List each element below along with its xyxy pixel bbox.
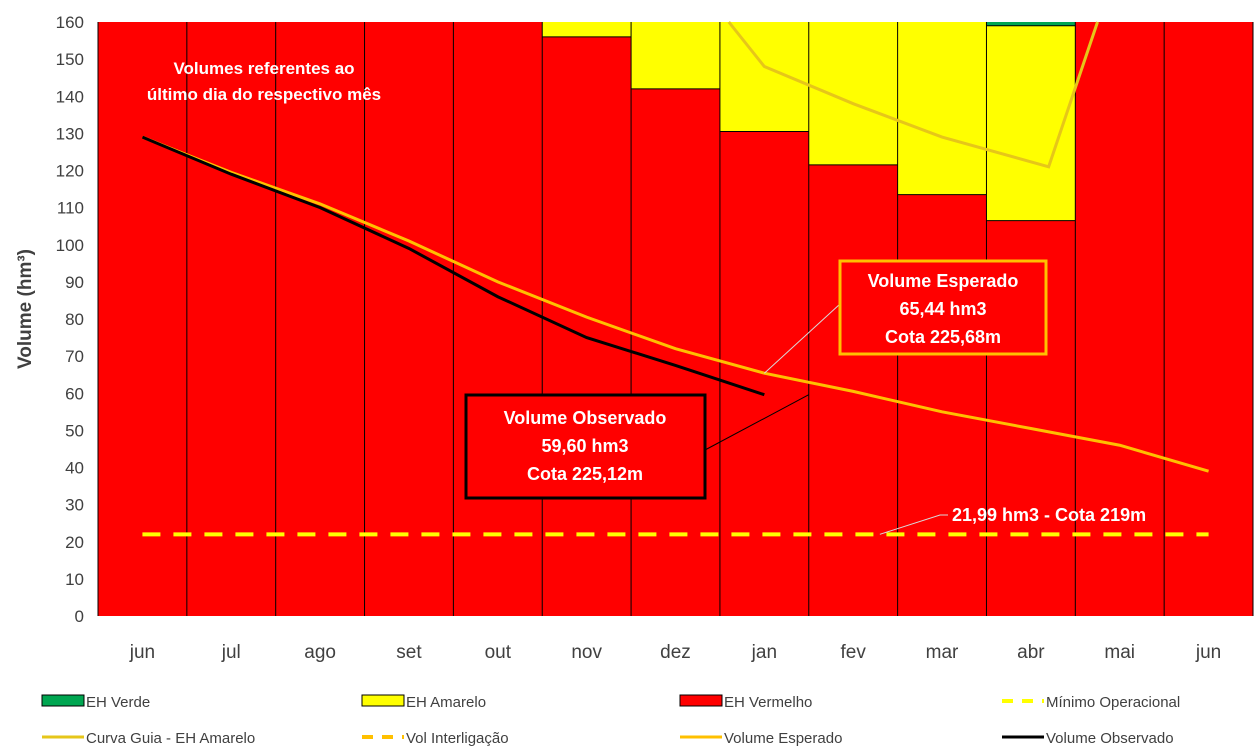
minimo-callout-label: 21,99 hm3 - Cota 219m <box>952 505 1146 525</box>
y-tick-label-16: 160 <box>56 13 84 32</box>
series-curva-guia <box>727 21 1099 169</box>
esperado-callout-box <box>838 259 1048 356</box>
band-eh-amarelo-9 <box>897 22 987 195</box>
esperado-callout-line-2: Cota 225,68m <box>885 327 1001 347</box>
band-eh-vermelho-3 <box>364 22 454 616</box>
note-line-0: Volumes referentes ao <box>173 59 354 78</box>
band-eh-vermelho-6 <box>631 88 720 616</box>
x-tick-label-1: jul <box>221 642 241 663</box>
observado-callout-line-0: Volume Observado <box>504 408 667 428</box>
note-line-1: último dia do respectivo mês <box>147 85 381 104</box>
band-eh-vermelho-12 <box>1164 22 1253 616</box>
y-axis: 0 10 20 30 40 50 60 70 80 90 100 110 120 130 140 150 160… <box>15 13 84 626</box>
x-tick-label-0: jun <box>129 642 155 663</box>
legend-label-1: EH Amarelo <box>406 694 486 711</box>
x-tick-label-3: set <box>396 642 422 663</box>
y-tick-label-13: 130 <box>56 124 84 143</box>
band-eh-vermelho-0 <box>98 22 187 616</box>
band-eh-vermelho-4 <box>453 22 543 616</box>
x-tick-label-9: mar <box>926 642 959 663</box>
band-eh-vermelho-2 <box>275 22 365 616</box>
y-tick-label-4: 40 <box>65 459 84 478</box>
y-tick-label-0: 0 <box>75 607 84 626</box>
x-tick-label-12: jun <box>1195 642 1221 663</box>
esperado-callout-line-0: Volume Esperado <box>868 271 1019 291</box>
band-eh-amarelo-8 <box>808 22 898 165</box>
chart-vertical-gridlines <box>97 22 1254 616</box>
legend-label-6: Volume Esperado <box>724 730 842 747</box>
chart-legend: EH Verde EH Amarelo EH Vermelho Mínimo Oper… <box>41 694 1180 747</box>
legend-label-3: Mínimo Operacional <box>1046 694 1180 711</box>
y-tick-label-15: 150 <box>56 50 84 69</box>
x-tick-label-7: jan <box>751 642 777 663</box>
y-tick-label-11: 110 <box>57 199 84 218</box>
x-tick-label-11: mai <box>1104 642 1135 663</box>
series-volume-esperado <box>141 135 1209 473</box>
y-tick-label-1: 10 <box>65 570 84 589</box>
observado-callout-line-1: 59,60 hm3 <box>541 436 628 456</box>
y-tick-label-14: 140 <box>56 87 84 106</box>
chart-annotations: Volumes referentes ao último dia do respe… <box>147 59 1146 535</box>
x-axis: jun jul ago set out nov dez jan fev mar abr mai jun <box>129 642 1222 663</box>
band-eh-amarelo-6 <box>631 22 720 89</box>
esperado-leader <box>764 303 841 374</box>
y-tick-label-6: 60 <box>65 384 84 403</box>
y-tick-label-2: 20 <box>65 533 84 552</box>
series-volume-observado <box>141 135 765 397</box>
band-eh-vermelho-1 <box>186 22 276 616</box>
observado-callout-box <box>464 393 707 500</box>
x-tick-label-2: ago <box>304 642 336 663</box>
esperado-callout-line-1: 65,44 hm3 <box>899 299 986 319</box>
legend-label-2: EH Vermelho <box>724 694 812 711</box>
band-eh-amarelo-7 <box>719 22 809 132</box>
legend-label-0: EH Verde <box>86 694 150 711</box>
legend-label-7: Volume Observado <box>1046 730 1174 747</box>
x-tick-label-5: nov <box>571 642 602 663</box>
band-eh-vermelho-5 <box>542 36 632 617</box>
y-tick-label-7: 70 <box>65 347 84 366</box>
band-eh-amarelo-5 <box>542 22 632 37</box>
y-axis-label: Volume (hm³) <box>15 249 36 369</box>
band-eh-verde-10 <box>986 22 1076 26</box>
y-tick-label-8: 80 <box>65 310 84 329</box>
x-tick-label-8: fev <box>841 642 867 663</box>
band-eh-amarelo-10 <box>986 25 1076 221</box>
x-tick-label-6: dez <box>660 642 691 663</box>
band-eh-vermelho-11 <box>1075 22 1165 616</box>
minimo-leader <box>879 514 948 535</box>
legend-swatch-0 <box>41 694 85 707</box>
observado-callout-line-2: Cota 225,12m <box>527 464 643 484</box>
chart-lines <box>141 21 1209 537</box>
x-tick-label-10: abr <box>1017 642 1045 663</box>
legend-swatch-1 <box>361 694 405 707</box>
y-tick-label-12: 120 <box>56 162 84 181</box>
observado-leader <box>704 394 810 451</box>
legend-label-4: Curva Guia - EH Amarelo <box>86 730 255 747</box>
y-tick-label-3: 30 <box>65 496 84 515</box>
chart-bands <box>98 22 1253 617</box>
legend-label-5: Vol Interligação <box>406 730 509 747</box>
y-tick-label-9: 90 <box>65 273 84 292</box>
x-tick-label-4: out <box>485 642 512 663</box>
y-tick-label-5: 50 <box>65 421 84 440</box>
y-tick-label-10: 100 <box>56 236 84 255</box>
legend-swatch-2 <box>679 694 723 707</box>
